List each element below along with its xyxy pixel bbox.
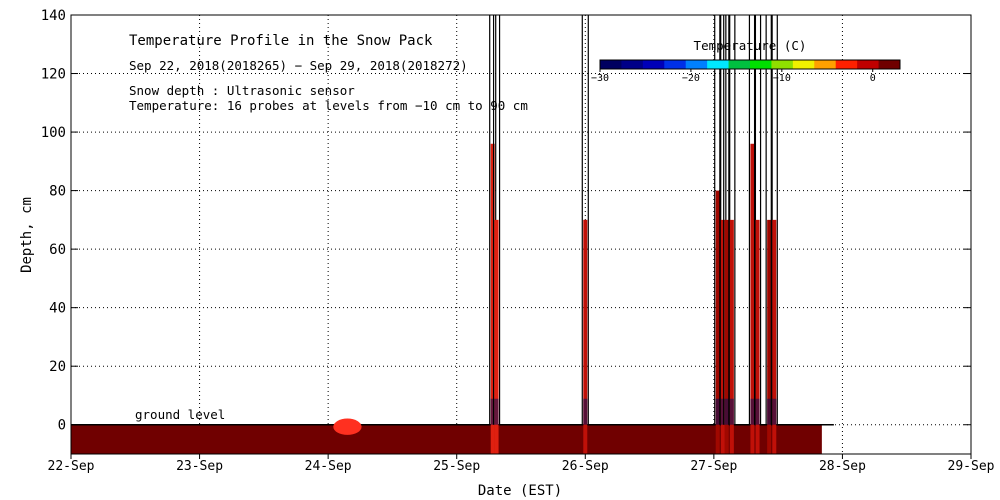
x-axis-ticks: 22-Sep 23-Sep 24-Sep 25-Sep 26-Sep 27-Sep 28-S… [48, 454, 995, 474]
spike-cold-base-9 [767, 398, 772, 425]
x-tick-label-4: 26-Sep [562, 459, 609, 474]
plot-area [70, 14, 972, 455]
note-temperature-probes: Temperature: 16 probes at levels from −1… [129, 98, 528, 113]
temperature-spikes [489, 15, 778, 455]
colorbar-swatch-12 [857, 60, 880, 69]
spike-fill-6 [729, 219, 734, 454]
colorbar-ticks: −30 −20 −10 0 [591, 69, 876, 84]
y-tick-label-3: 60 [49, 242, 66, 258]
colorbar-swatch-10 [814, 60, 837, 69]
spike-cold-base-2 [583, 398, 588, 425]
colorbar-swatch-7 [750, 60, 772, 69]
colorbar-swatch-11 [835, 60, 858, 69]
colorbar-swatch-0 [600, 60, 622, 69]
spike-fill-9 [767, 219, 772, 454]
colorbar-frame [599, 59, 901, 70]
y-tick-label-7: 140 [41, 8, 66, 24]
x-tick-label-6: 28-Sep [819, 459, 866, 474]
y-tick-label-2: 40 [49, 301, 66, 317]
ground-level-label: ground level [135, 407, 225, 422]
spike-fill-3 [715, 190, 720, 454]
colorbar-swatch-9 [792, 60, 815, 69]
x-tick-label-7: 29-Sep [948, 459, 995, 474]
colorbar-tick-label-0: −30 [591, 73, 609, 84]
colorbar-swatch-1 [621, 60, 644, 69]
spike-cold-base-4 [720, 398, 725, 425]
spike-fill-1 [494, 219, 499, 454]
colorbar [599, 59, 901, 70]
y-tick-label-0: 0 [58, 418, 66, 434]
y-tick-label-4: 80 [49, 184, 66, 200]
spike-fill-8 [755, 219, 760, 454]
y-axis-ticks: 0 20 40 60 80 100 120 140 [41, 8, 971, 434]
spike-fill-5 [724, 219, 729, 454]
colorbar-swatch-8 [771, 60, 794, 69]
x-tick-label-0: 22-Sep [48, 459, 95, 474]
x-tick-label-3: 25-Sep [433, 459, 480, 474]
spike-cold-base-7 [750, 398, 755, 425]
colorbar-tick-label-1: −20 [682, 73, 700, 84]
colorbar-swatch-2 [642, 60, 665, 69]
colorbar-swatch-5 [707, 60, 730, 69]
y-tick-label-1: 20 [49, 359, 66, 375]
y-tick-label-6: 120 [41, 67, 66, 83]
y-axis-label: Depth, cm [19, 197, 35, 273]
spike-cold-base-3 [715, 398, 720, 425]
colorbar-swatch-4 [685, 60, 708, 69]
note-snow-depth: Snow depth : Ultrasonic sensor [129, 83, 355, 98]
spike-cold-base-0 [490, 398, 495, 425]
ground-temperature-layer [71, 418, 834, 454]
warm-soil-patch [333, 418, 362, 435]
x-tick-label-5: 27-Sep [690, 459, 737, 474]
spike-fill-0 [490, 143, 495, 455]
colorbar-tick-label-2: −10 [773, 73, 791, 84]
spike-cold-base-8 [755, 398, 760, 425]
y-tick-label-5: 100 [41, 125, 66, 141]
spike-fill-2 [583, 219, 588, 454]
spike-cold-base-10 [772, 398, 777, 425]
colorbar-swatch-6 [728, 60, 751, 69]
spike-cold-base-6 [729, 398, 734, 425]
spike-fill-10 [772, 219, 777, 454]
grid-lines [71, 15, 971, 454]
spike-cold-base-5 [724, 398, 729, 425]
colorbar-tick-label-3: 0 [870, 73, 876, 84]
ground-layer-fill [71, 424, 822, 454]
x-axis-label: Date (EST) [478, 483, 562, 499]
spike-fill-4 [720, 219, 725, 454]
colorbar-swatch-13 [878, 60, 901, 69]
chart-title: Temperature Profile in the Snow Pack [129, 33, 433, 49]
chart-subtitle: Sep 22, 2018(2018265) − Sep 29, 2018(201… [129, 58, 468, 73]
x-tick-label-1: 23-Sep [176, 459, 223, 474]
colorbar-swatch-3 [664, 60, 687, 69]
spike-cold-base-1 [494, 398, 499, 425]
spike-fill-7 [750, 143, 755, 455]
colorbar-title: Temperature (C) [694, 38, 807, 53]
x-tick-label-2: 24-Sep [305, 459, 352, 474]
